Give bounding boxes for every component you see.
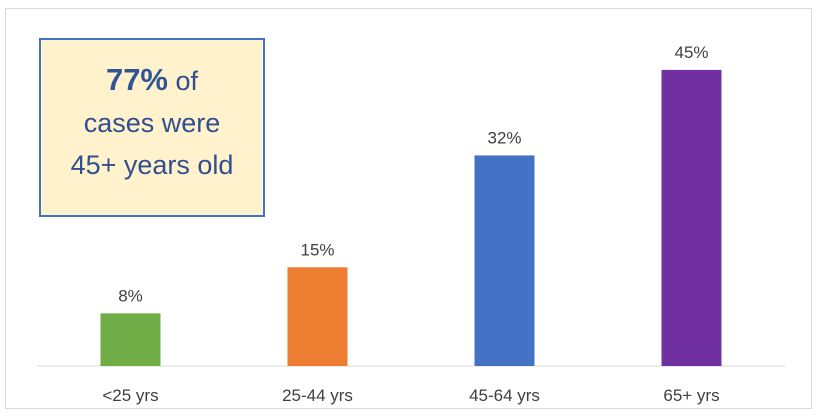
value-label-1: 8% <box>118 286 143 305</box>
category-label-4: 65+ yrs <box>663 386 719 405</box>
bar-4 <box>661 69 722 367</box>
value-label-4: 45% <box>674 43 708 62</box>
callout-line-3: 45+ years old <box>70 150 234 180</box>
category-label-3: 45-64 yrs <box>469 386 540 405</box>
bar-2 <box>287 267 348 366</box>
callout-text-after-highlight: of <box>168 66 199 96</box>
category-label-1: <25 yrs <box>102 386 158 405</box>
callout-line-1: 77% of <box>41 59 263 102</box>
category-label-2: 25-44 yrs <box>282 386 353 405</box>
value-label-3: 32% <box>487 128 521 147</box>
value-label-2: 15% <box>300 240 334 259</box>
callout-highlight: 77% <box>105 62 168 97</box>
bars-group <box>100 69 722 367</box>
category-labels-group: <25 yrs 25-44 yrs 45-64 yrs 65+ yrs <box>102 386 719 405</box>
callout-line-2: cases were <box>83 108 221 138</box>
summary-callout: 77% of cases were 45+ years old <box>39 38 265 217</box>
bar-1 <box>100 313 161 366</box>
bar-3 <box>474 155 535 366</box>
value-labels-group: 8% 15% 32% 45% <box>118 43 708 305</box>
